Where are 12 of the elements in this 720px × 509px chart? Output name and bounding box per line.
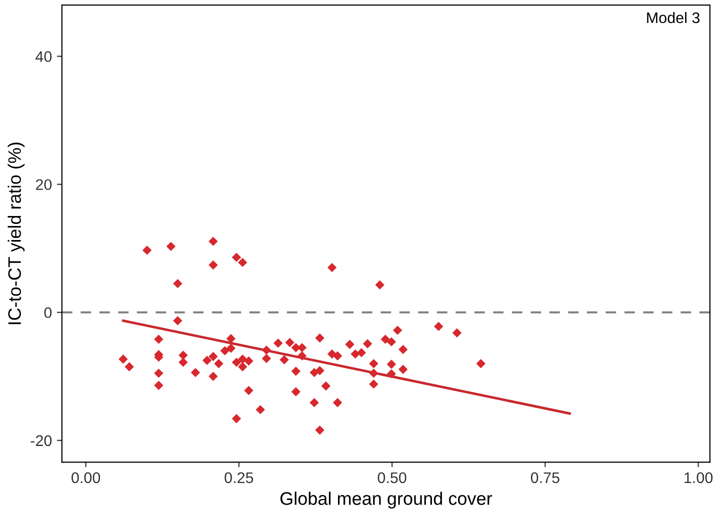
x-axis-title: Global mean ground cover <box>280 492 492 509</box>
x-tick-label: 1.00 <box>684 472 713 484</box>
x-tick-label: 0.00 <box>72 472 100 484</box>
x-tick-label: 0.25 <box>224 472 254 484</box>
y-tick-label: -20 <box>30 435 52 446</box>
y-tick-label: 20 <box>36 179 52 190</box>
annotation: Model 3 <box>647 12 700 24</box>
y-tick-label: 0 <box>44 307 52 318</box>
y-tick-label: 40 <box>36 51 52 62</box>
x-tick-label: 0.50 <box>378 472 406 484</box>
y-axis-title: IC-to-CT yield ratio (%) <box>8 142 25 324</box>
x-tick-label: 0.75 <box>530 472 560 484</box>
